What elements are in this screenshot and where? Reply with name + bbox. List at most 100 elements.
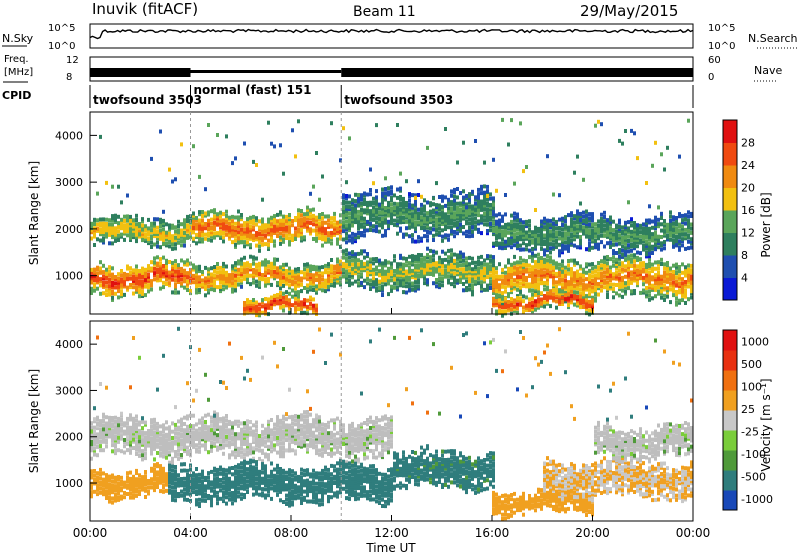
power-cell [564, 232, 567, 236]
power-cell [435, 284, 438, 288]
power-cell [660, 152, 663, 156]
power-cell [168, 168, 171, 172]
power-cell [222, 212, 225, 216]
velocity-cell [114, 416, 117, 420]
power-cell [573, 271, 576, 275]
power-cell [462, 253, 465, 257]
power-cell [213, 221, 216, 225]
power-cell [465, 286, 468, 290]
power-cell [654, 294, 657, 298]
power-cell [249, 282, 252, 286]
power-cell [519, 260, 522, 264]
velocity-cell [99, 419, 102, 423]
power-cell [501, 279, 504, 283]
power-cell [420, 237, 423, 241]
power-cell [537, 233, 540, 237]
power-cell [267, 264, 270, 268]
power-cell [552, 266, 555, 270]
power-cell [204, 276, 207, 280]
power-cell [444, 195, 447, 199]
power-cell [138, 294, 141, 298]
power-cell [651, 275, 654, 279]
power-cell [666, 286, 669, 290]
power-cell [237, 283, 240, 287]
power-cell [144, 224, 147, 228]
power-cell [615, 224, 618, 228]
power-cell [615, 258, 618, 262]
power-cell [471, 261, 474, 265]
power-cell [165, 259, 168, 263]
power-cell [375, 287, 378, 291]
power-cell [96, 237, 99, 241]
power-cell [459, 208, 462, 212]
power-cell [459, 223, 462, 227]
power-cell [504, 223, 507, 227]
power-cell [432, 238, 435, 242]
power-cell [210, 239, 213, 243]
power-cell [501, 118, 504, 122]
power-cell [453, 272, 456, 276]
power-cell [264, 223, 267, 227]
power-cell [402, 233, 405, 237]
velocity-cell [99, 476, 102, 480]
power-cell [372, 218, 375, 222]
power-cell [153, 267, 156, 271]
power-cell [210, 273, 213, 277]
nsky-trace [90, 30, 693, 39]
power-cell [348, 215, 351, 219]
power-cell [201, 219, 204, 223]
y-tick-label: 1000 [55, 270, 83, 283]
nave-tick-bottom: 0 [708, 72, 714, 83]
power-cell [192, 212, 195, 216]
power-cell [237, 215, 240, 219]
power-cell [174, 263, 177, 267]
power-cell [93, 268, 96, 272]
power-cell [213, 231, 216, 235]
power-cell [117, 185, 120, 189]
power-cell [489, 265, 492, 269]
power-cell [450, 248, 453, 252]
power-cell [534, 254, 537, 258]
power-cell [282, 300, 285, 304]
station-title: Inuvik (fitACF) [92, 0, 198, 18]
power-cell [204, 233, 207, 237]
power-cell [396, 285, 399, 289]
power-cell [684, 228, 687, 232]
power-cell [183, 231, 186, 235]
velocity-cell [99, 444, 102, 448]
power-cell [177, 269, 180, 273]
power-cell [495, 266, 498, 270]
power-cell [117, 234, 120, 238]
power-cell [312, 229, 315, 233]
power-cell [582, 282, 585, 286]
power-cell [618, 268, 621, 272]
power-cell [372, 181, 375, 185]
power-cell [492, 196, 495, 200]
power-cell [300, 300, 303, 304]
power-cell [156, 226, 159, 230]
power-cell [558, 193, 561, 197]
power-cell [273, 270, 276, 274]
power-cell [231, 264, 234, 268]
power-cell [177, 291, 180, 295]
power-cell [411, 237, 414, 241]
power-cell [330, 231, 333, 235]
power-cell [612, 243, 615, 247]
power-cell [102, 270, 105, 274]
power-cell [333, 216, 336, 220]
power-cell [420, 207, 423, 211]
power-cell [402, 216, 405, 220]
power-cell [255, 244, 258, 248]
power-cell [564, 245, 567, 249]
power-cell [471, 257, 474, 261]
power-cell [654, 273, 657, 277]
power-cell [612, 283, 615, 287]
power-cell [429, 255, 432, 259]
power-cell [516, 213, 519, 217]
power-cell [525, 276, 528, 280]
power-cell [345, 236, 348, 240]
power-cell [642, 267, 645, 271]
power-cell [669, 281, 672, 285]
power-cell [543, 240, 546, 244]
power-cell [483, 184, 486, 188]
